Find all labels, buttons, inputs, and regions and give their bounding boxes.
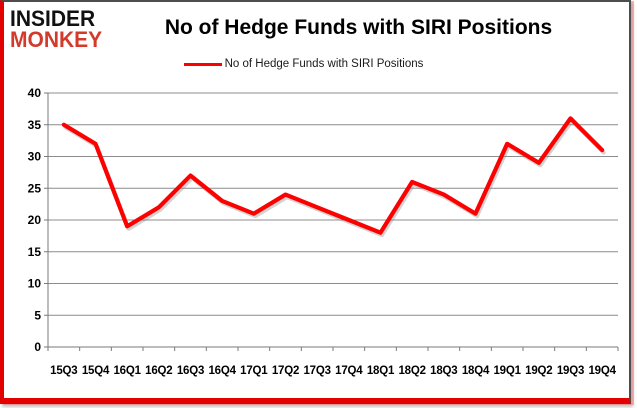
- chart-legend: No of Hedge Funds with SIRI Positions: [0, 58, 607, 70]
- legend-label: No of Hedge Funds with SIRI Positions: [224, 58, 424, 70]
- logo-line-insider: INSIDER: [10, 6, 96, 32]
- logo-line-monkey: MONKEY: [10, 27, 103, 52]
- chart-title: No of Hedge Funds with SIRI Positions: [164, 16, 553, 39]
- legend-line-swatch: [183, 62, 222, 66]
- insider-monkey-logo: INSIDER MONKEY: [10, 6, 103, 52]
